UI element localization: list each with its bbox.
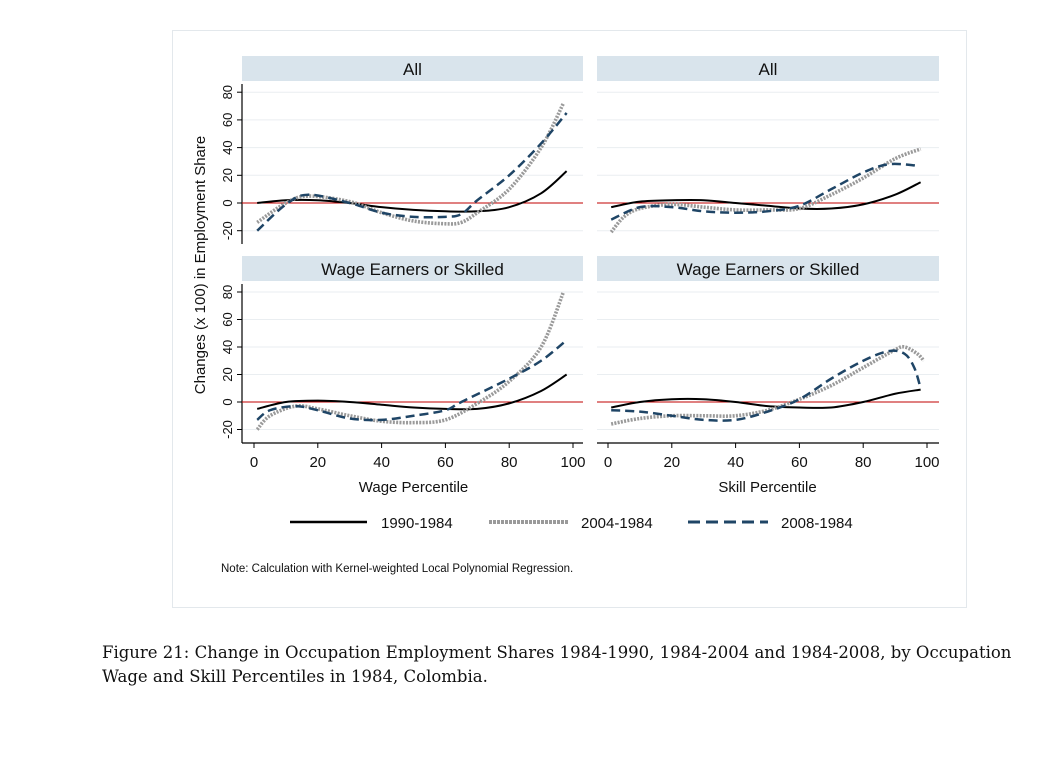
series-line-1990-1984 — [256, 373, 568, 411]
series-line-1990-1984 — [611, 181, 922, 210]
x-tick-label: 20 — [663, 454, 680, 471]
y-tick-label: 80 — [220, 85, 235, 99]
x-tick-label: 0 — [250, 454, 258, 471]
y-tick-label: 0 — [220, 199, 235, 206]
legend-label: 1990-1984 — [381, 515, 453, 532]
y-tick-label: -20 — [220, 420, 235, 439]
series-line-2008-1984 — [256, 112, 568, 232]
legend-label: 2004-1984 — [581, 515, 653, 532]
x-tick-label: 60 — [437, 454, 454, 471]
panel-header — [597, 256, 939, 281]
x-tick-label: 60 — [791, 454, 808, 471]
x-tick-label: 40 — [727, 454, 744, 471]
series-line-2004-1984 — [255, 291, 566, 431]
y-tick-label: 60 — [220, 312, 235, 326]
panel-header — [242, 56, 583, 81]
panel-header — [242, 256, 583, 281]
y-axis-title: Changes (x 100) in Employment Share — [192, 136, 209, 394]
x-tick-label: 0 — [604, 454, 612, 471]
x-tick-label: 80 — [501, 454, 518, 471]
panel-1: All -20 0 20 40 60 80 — [220, 56, 583, 244]
y-tick-label: 20 — [220, 168, 235, 182]
panel-title: All — [759, 60, 778, 79]
x-tick-label: 100 — [560, 454, 585, 471]
x-tick-label: 20 — [309, 454, 326, 471]
series-line-2004-1984 — [256, 102, 566, 226]
y-tick-label: 80 — [220, 285, 235, 299]
y-tick-label: 60 — [220, 113, 235, 127]
series-line-1990-1984 — [257, 170, 568, 213]
legend: 1990-1984 2004-1984 2008-1984 — [290, 515, 853, 532]
x-axis-title: Wage Percentile — [359, 479, 469, 496]
x-tick-label: 100 — [914, 454, 939, 471]
panel-4: Wage Earners or Skilled 0 20 40 60 80 100 Skill… — [597, 256, 940, 496]
series-line-2008-1984 — [610, 162, 918, 221]
y-tick-label: 40 — [220, 340, 235, 354]
panel-title: Wage Earners or Skilled — [321, 260, 504, 279]
x-tick-label: 80 — [855, 454, 872, 471]
panel-title: All — [403, 60, 422, 79]
series-line-1990-1984 — [611, 388, 921, 409]
series-line-2004-1984 — [609, 147, 922, 234]
panel-3: Wage Earners or Skilled -20 0 20 40 60 80 0 20 40… — [220, 256, 586, 496]
y-tick-label: -20 — [220, 221, 235, 240]
series-line-2008-1984 — [611, 349, 922, 422]
x-tick-label: 40 — [373, 454, 390, 471]
chart-note: Note: Calculation with Kernel-weighted L… — [221, 563, 573, 575]
legend-label: 2008-1984 — [781, 515, 853, 532]
panel-header — [597, 56, 939, 81]
figure-caption: Figure 21: Change in Occupation Employme… — [102, 643, 1012, 686]
panel-2: All — [597, 56, 939, 234]
x-axis-title: Skill Percentile — [718, 479, 816, 496]
panel-title: Wage Earners or Skilled — [677, 260, 860, 279]
y-tick-label: 40 — [220, 140, 235, 154]
y-tick-label: 0 — [220, 398, 235, 405]
y-tick-label: 20 — [220, 367, 235, 381]
series-line-2008-1984 — [256, 339, 568, 422]
